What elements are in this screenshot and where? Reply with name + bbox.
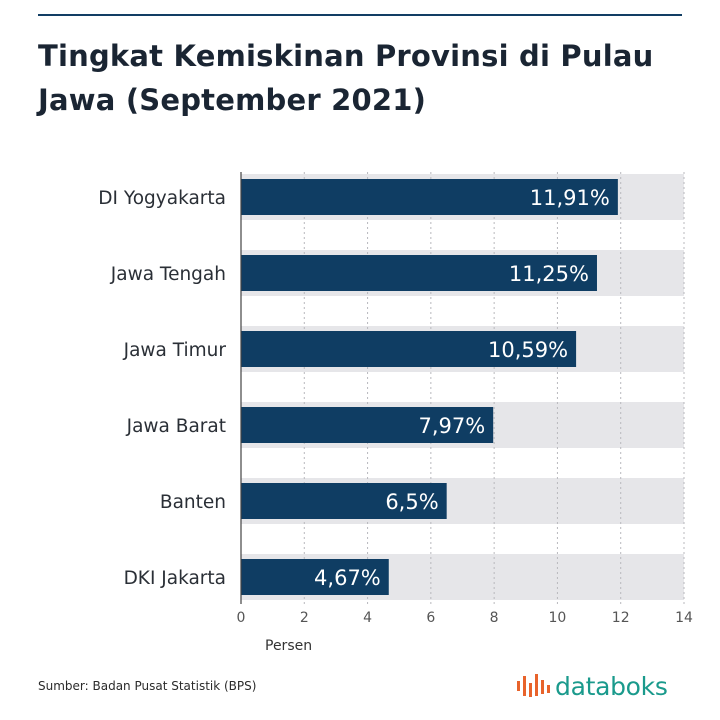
x-tick-label: 12 <box>612 610 630 626</box>
category-label: DI Yogyakarta <box>98 188 226 209</box>
x-tick-label: 4 <box>363 610 372 626</box>
category-label: Jawa Barat <box>126 416 226 437</box>
bar <box>241 407 494 443</box>
x-tick-label: 2 <box>300 610 309 626</box>
x-tick-label: 8 <box>490 610 499 626</box>
category-label: Banten <box>160 492 226 513</box>
bar-value-label: 11,25% <box>509 262 589 286</box>
bar-value-label: 6,5% <box>385 490 438 514</box>
x-tick-label: 6 <box>426 610 435 626</box>
category-label: Jawa Tengah <box>110 264 226 285</box>
bar-value-label: 4,67% <box>314 566 381 590</box>
bar <box>241 331 577 367</box>
bar-value-label: 11,91% <box>530 186 610 210</box>
databoks-logo-text: databoks <box>555 671 668 701</box>
x-axis-label: Persen <box>265 638 312 654</box>
bar-value-label: 10,59% <box>488 338 568 362</box>
bar-value-label: 7,97% <box>418 414 485 438</box>
x-tick-label: 0 <box>237 610 246 626</box>
top-rule <box>38 14 682 16</box>
bar <box>241 179 618 215</box>
bar <box>241 255 597 291</box>
category-label: DKI Jakarta <box>124 568 226 589</box>
x-tick-label: 10 <box>549 610 567 626</box>
x-tick-label: 14 <box>675 610 693 626</box>
bar <box>241 483 447 519</box>
chart-title: Tingkat Kemiskinan Provinsi di Pulau Jaw… <box>38 39 654 117</box>
databoks-logo: databoks <box>515 669 668 703</box>
databoks-logo-icon <box>517 674 550 697</box>
bar <box>241 559 389 595</box>
source-note: Sumber: Badan Pusat Statistik (BPS) <box>38 679 257 693</box>
category-label: Jawa Timur <box>123 340 227 361</box>
